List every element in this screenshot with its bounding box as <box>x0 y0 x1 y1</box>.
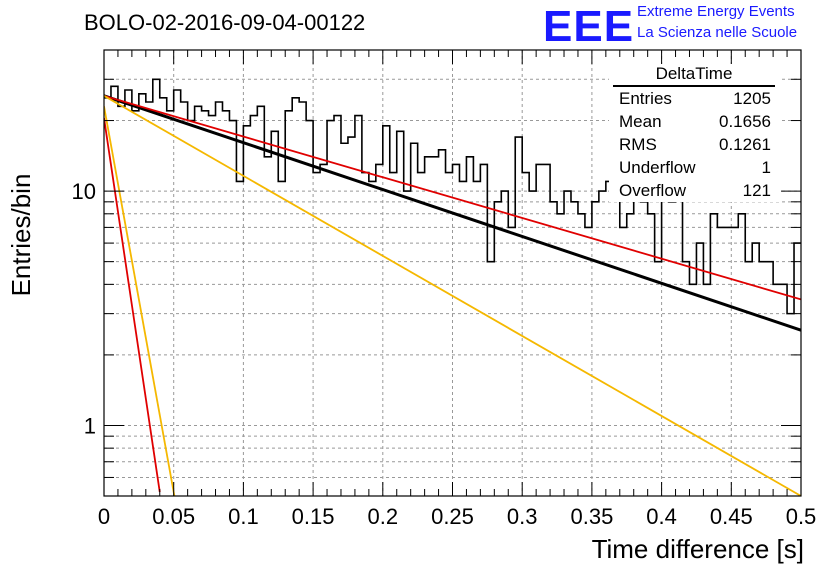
eee-logo: EEE <box>543 2 635 51</box>
stats-title: DeltaTime <box>613 64 775 87</box>
fit-line-2 <box>104 95 801 496</box>
x-tick-label: 0.45 <box>710 504 753 529</box>
stats-row-rms: RMS 0.1261 <box>609 133 779 156</box>
x-axis-label: Time difference [s] <box>591 534 804 564</box>
stats-value: 0.1261 <box>719 135 771 154</box>
stats-row-underflow: Underflow 1 <box>609 156 779 179</box>
stats-value: 121 <box>742 181 771 200</box>
x-tick-label: 0.35 <box>570 504 613 529</box>
x-tick-label: 0.5 <box>786 504 817 529</box>
stats-value: 1 <box>761 158 771 177</box>
x-tick-label: 0.1 <box>228 504 259 529</box>
y-tick-label: 10 <box>72 179 96 204</box>
x-tick-label: 0.15 <box>292 504 335 529</box>
stats-row-mean: Mean 0.1656 <box>609 110 779 133</box>
y-tick-label: 1 <box>84 413 96 438</box>
logo-line-2: La Scienza nelle Scuole <box>637 24 798 41</box>
stats-label: Overflow <box>619 181 687 200</box>
x-tick-label: 0.2 <box>368 504 399 529</box>
x-tick-label: 0.4 <box>646 504 677 529</box>
stats-row-overflow: Overflow 121 <box>609 179 779 202</box>
fit-line-4 <box>104 106 176 496</box>
stats-label: RMS <box>619 135 657 154</box>
stats-value: 0.1656 <box>719 112 771 131</box>
stats-value: 1205 <box>733 89 771 108</box>
fit-line-1 <box>104 94 801 301</box>
x-tick-label: 0 <box>98 504 110 529</box>
x-tick-label: 0.05 <box>152 504 195 529</box>
stats-box: DeltaTime Entries 1205 Mean 0.1656 RMS 0… <box>609 64 779 202</box>
chart-title: BOLO-02-2016-09-04-00122 <box>84 10 366 35</box>
stats-label: Mean <box>619 112 662 131</box>
x-tick-label: 0.3 <box>507 504 538 529</box>
fit-line-3 <box>104 117 161 493</box>
stats-label: Underflow <box>619 158 696 177</box>
x-tick-label: 0.25 <box>431 504 474 529</box>
stats-label: Entries <box>619 89 672 108</box>
logo-line-1: Extreme Energy Events <box>637 3 795 20</box>
fit-line-0 <box>104 94 801 332</box>
stats-row-entries: Entries 1205 <box>609 87 779 110</box>
y-axis-label: Entries/bin <box>6 173 36 297</box>
